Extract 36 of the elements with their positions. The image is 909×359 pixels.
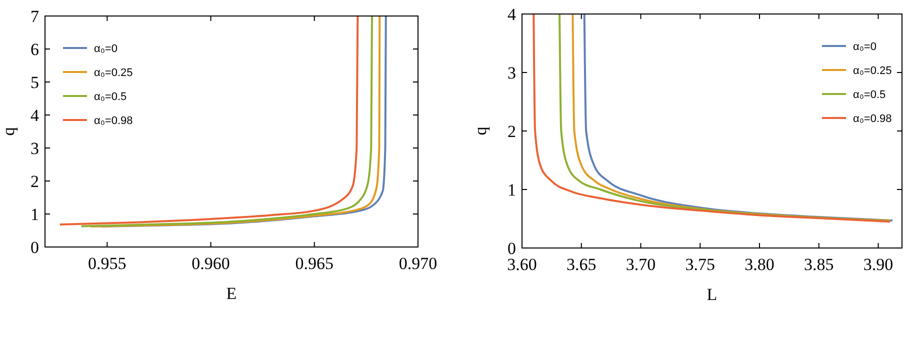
legend-label: α₀=0.98 (94, 115, 133, 127)
x-tick-label: 0.970 (398, 254, 438, 273)
y-tick-label: 0 (508, 239, 516, 258)
y-tick-label: 3 (30, 139, 39, 158)
legend-label: α₀=0 (94, 43, 118, 55)
x-tick-label: 3.80 (744, 255, 774, 274)
y-tick-label: 1 (30, 205, 39, 224)
y-tick-label: 6 (30, 40, 39, 59)
y-axis-title: q (0, 126, 18, 136)
legend-label: α₀=0 (853, 41, 876, 53)
x-tick-label: 0.955 (88, 254, 126, 273)
x-axis-title: L (706, 285, 718, 304)
y-tick-label: 4 (508, 5, 516, 24)
x-tick-label: 3.90 (863, 255, 894, 274)
x-tick-label: 3.70 (626, 255, 656, 274)
x-tick-label: 3.75 (685, 255, 715, 274)
y-tick-label: 7 (30, 7, 40, 26)
y-tick-label: 4 (30, 106, 40, 125)
x-axis-title: E (226, 284, 237, 303)
y-tick-label: 2 (508, 122, 516, 141)
y-tick-label: 3 (508, 64, 516, 82)
y-tick-label: 0 (30, 238, 39, 257)
y-tick-label: 1 (508, 180, 516, 200)
x-tick-label: 0.960 (192, 254, 230, 273)
legend-label: α₀=0.98 (853, 113, 892, 125)
y-tick-label: 5 (30, 73, 39, 92)
x-tick-label: 0.965 (295, 254, 334, 273)
legend-label: α₀=0.5 (853, 89, 886, 101)
legend-label: α₀=0.25 (94, 67, 133, 79)
y-axis-title: q (471, 126, 490, 136)
legend-label: α₀=0.5 (94, 91, 127, 103)
legend-label: α₀=0.25 (853, 65, 892, 77)
x-tick-label: 3.65 (566, 255, 596, 274)
x-tick-label: 3.60 (507, 255, 537, 274)
x-tick-label: 3.85 (804, 255, 834, 274)
y-tick-label: 2 (30, 172, 39, 191)
